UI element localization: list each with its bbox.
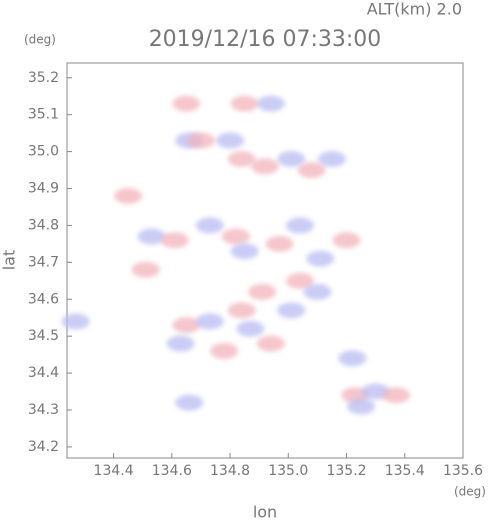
y-tick-label: 34.8	[28, 217, 59, 233]
y-tick-label: 35.0	[28, 144, 59, 160]
echo-patch	[297, 162, 326, 179]
echo-patch	[303, 283, 332, 300]
y-tick-label: 34.5	[28, 328, 59, 344]
x-tick-label: 134.4	[94, 463, 134, 479]
y-tick-label: 34.6	[28, 291, 59, 307]
echo-patch	[166, 335, 195, 352]
echo-patch	[160, 232, 189, 249]
y-tick-label: 34.3	[28, 402, 59, 418]
echo-patch	[332, 232, 361, 249]
echo-patch	[61, 313, 90, 330]
x-unit: (deg)	[454, 485, 486, 499]
echo-patch	[236, 320, 265, 337]
echo-patch	[227, 302, 256, 319]
echo-patch	[210, 342, 239, 359]
echo-patch	[265, 235, 294, 252]
echo-patch	[227, 150, 256, 167]
chart-title: 2019/12/16 07:33:00	[149, 27, 382, 52]
echo-patch	[248, 283, 277, 300]
echo-patch	[306, 250, 335, 267]
x-tick-label: 135.2	[326, 463, 366, 479]
echo-patch	[285, 217, 314, 234]
y-axis-label: lat	[0, 250, 19, 271]
y-unit: (deg)	[24, 33, 56, 47]
y-tick-label: 34.2	[28, 439, 59, 455]
plot-frame	[66, 62, 464, 459]
echo-patch	[251, 158, 279, 175]
echo-patch	[131, 261, 160, 278]
echo-patch	[221, 228, 250, 245]
y-tick-label: 35.1	[28, 107, 59, 123]
x-tick-label: 134.6	[152, 463, 192, 479]
y-tick-label: 34.7	[28, 254, 59, 270]
echo-patch	[175, 394, 204, 411]
echo-patch	[338, 350, 367, 367]
echo-patch	[172, 317, 201, 334]
echo-patch	[382, 387, 411, 404]
echo-patch	[285, 272, 314, 289]
echo-patch	[347, 398, 376, 415]
echo-patch	[277, 302, 306, 319]
echo-patch	[230, 95, 259, 112]
echo-patch	[256, 335, 285, 352]
y-tick-label: 34.9	[28, 181, 59, 197]
echo-patch	[172, 95, 201, 112]
echo-patch	[186, 132, 215, 149]
x-tick-label: 135.0	[268, 463, 308, 479]
echo-patch	[230, 243, 259, 260]
echo-patch	[195, 217, 224, 234]
altitude-label: ALT(km) 2.0	[367, 0, 462, 19]
echo-patch	[137, 228, 166, 245]
y-tick-label: 34.4	[28, 365, 59, 381]
x-tick-label: 134.8	[210, 463, 250, 479]
echo-patch	[317, 150, 346, 167]
echo-patch	[216, 132, 245, 149]
x-tick-label: 135.4	[385, 463, 425, 479]
echo-patch	[277, 150, 306, 167]
y-tick-label: 35.2	[28, 70, 59, 86]
echo-patch	[114, 187, 143, 204]
x-tick-label: 135.6	[443, 463, 483, 479]
echo-patch	[256, 95, 285, 112]
echo-patch	[195, 313, 224, 330]
x-axis-label: lon	[253, 503, 277, 522]
